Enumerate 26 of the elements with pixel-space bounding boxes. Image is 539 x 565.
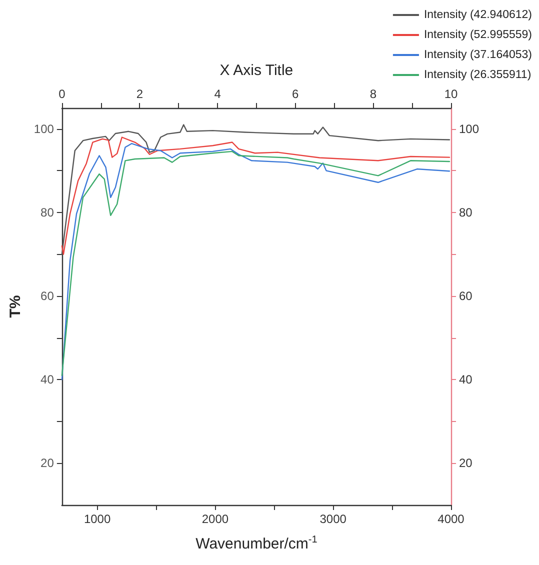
x-tick-label: 2000 xyxy=(202,512,229,526)
y-axis-title: T% xyxy=(7,295,24,318)
x2-tick-label: 8 xyxy=(370,87,377,101)
y2-tick-label: 60 xyxy=(459,289,473,304)
x2-axis-title: X Axis Title xyxy=(220,62,294,79)
legend-label: Intensity (26.355911) xyxy=(424,69,532,81)
y-tick-label: 20 xyxy=(40,456,54,470)
y-tick-label: 100 xyxy=(34,122,54,136)
y2-tick-label: 40 xyxy=(459,372,473,387)
y2-tick-label: 20 xyxy=(459,456,473,470)
x-tick-label: 1000 xyxy=(84,512,111,526)
x2-tick-label: 4 xyxy=(214,87,222,101)
x2-tick-label: 10 xyxy=(444,87,458,101)
legend-label: Intensity (52.995559) xyxy=(424,29,532,41)
y2-tick-label: 80 xyxy=(459,205,473,220)
y2-tick-label: 100 xyxy=(459,122,480,136)
y-tick-label: 80 xyxy=(40,205,54,220)
x2-tick-label: 6 xyxy=(292,87,300,101)
y-tick-label: 40 xyxy=(40,372,54,387)
legend-label: Intensity (37.164053) xyxy=(424,49,532,61)
x2-tick-label: 2 xyxy=(136,87,144,101)
x-tick-label: 4000 xyxy=(438,512,465,526)
y-tick-label: 60 xyxy=(40,289,54,304)
legend-label: Intensity (42.940612) xyxy=(424,9,532,21)
x-tick-label: 3000 xyxy=(320,512,347,526)
x2-tick-label: 0 xyxy=(58,87,66,101)
